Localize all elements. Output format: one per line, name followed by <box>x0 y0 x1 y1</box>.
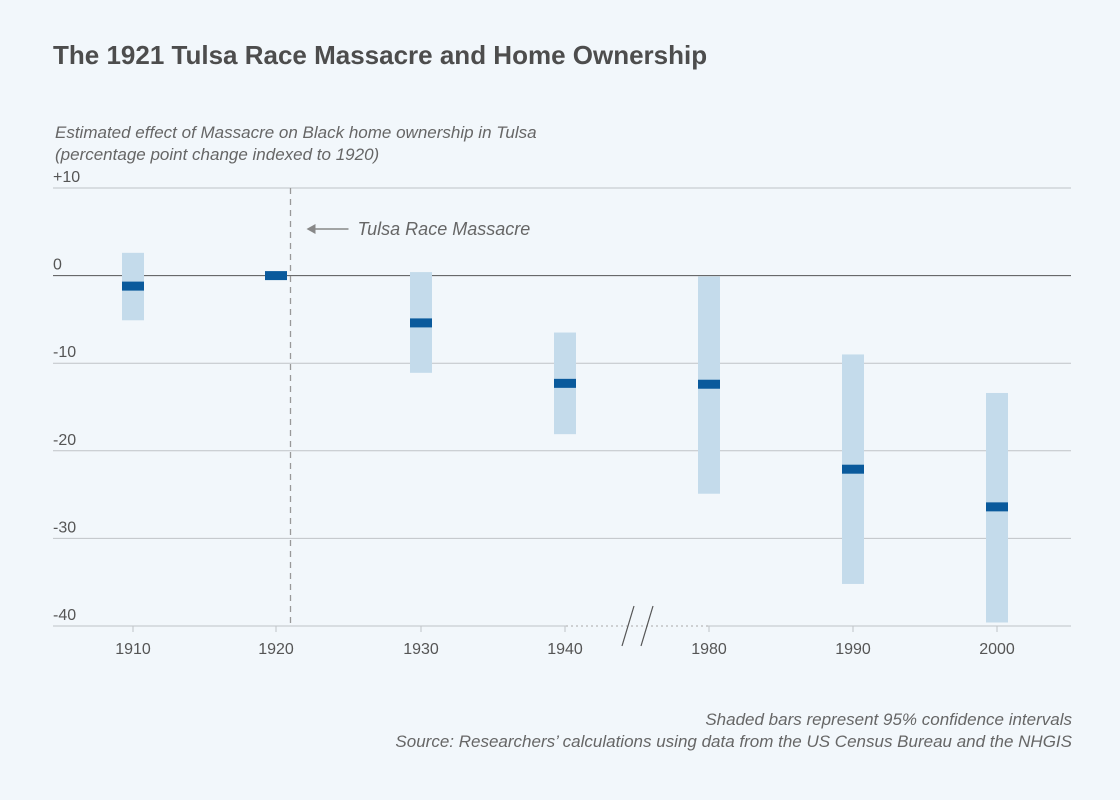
y-tick-label-neg30: -30 <box>53 519 76 536</box>
x-tick-label-1910: 1910 <box>115 641 151 658</box>
y-axis-label-line-1: Estimated effect of Massacre on Black ho… <box>55 123 537 142</box>
y-tick-label-neg20: -20 <box>53 432 76 449</box>
point-estimate-2000 <box>986 502 1008 512</box>
y-axis-label: Estimated effect of Massacre on Black ho… <box>55 122 537 166</box>
x-tick-label-1930: 1930 <box>403 641 439 658</box>
annotation-label: Tulsa Race Massacre <box>358 219 531 239</box>
y-tick-label-neg40: -40 <box>53 607 76 624</box>
chart-title: The 1921 Tulsa Race Massacre and Home Ow… <box>53 40 708 70</box>
y-tick-label-0: 0 <box>53 257 62 274</box>
point-estimate-1920 <box>265 271 287 281</box>
y-tick-label-10: +10 <box>53 169 80 186</box>
ci-note: Shaded bars represent 95% confidence int… <box>705 710 1072 729</box>
point-estimate-1910 <box>122 281 144 291</box>
axis-break-slash-2 <box>640 605 654 647</box>
point-estimate-1990 <box>842 464 864 474</box>
y-tick-label-neg10: -10 <box>53 344 76 361</box>
point-estimate-1940 <box>554 378 576 388</box>
axis-break-slash-1 <box>621 605 635 647</box>
source-note: Source: Researchers’ calculations using … <box>395 732 1072 751</box>
y-axis-label-line-2: (percentage point change indexed to 1920… <box>55 145 380 164</box>
chart-notes: Shaded bars represent 95% confidence int… <box>395 709 1072 753</box>
point-estimate-1930 <box>410 318 432 328</box>
x-tick-label-2000: 2000 <box>979 641 1015 658</box>
point-estimate-1980 <box>698 379 720 389</box>
annotation-arrow-head <box>306 224 316 234</box>
x-tick-label-1990: 1990 <box>835 641 871 658</box>
x-tick-label-1940: 1940 <box>547 641 583 658</box>
x-tick-label-1980: 1980 <box>691 641 727 658</box>
x-tick-label-1920: 1920 <box>258 641 294 658</box>
